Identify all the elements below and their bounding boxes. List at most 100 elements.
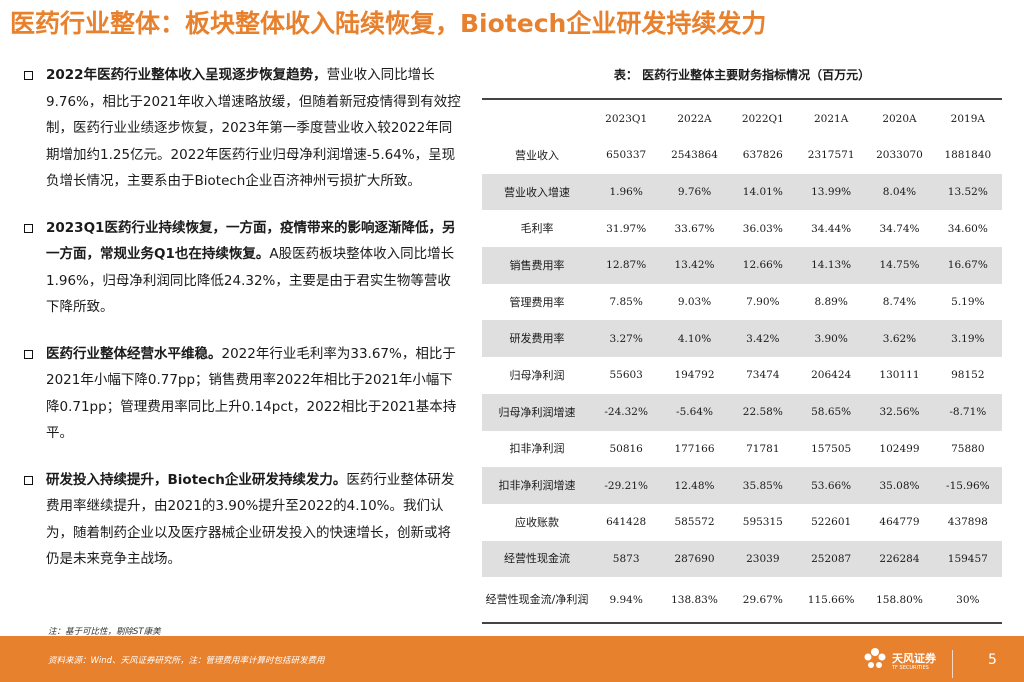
table-cell: 33.67%	[674, 222, 715, 235]
summary-bullets: 2022年医药行业整体收入呈现逐步恢复趋势，营业收入同比增长9.76%，相比于2…	[22, 62, 462, 593]
table-cell: 130111	[879, 369, 920, 382]
table-cell: 115.66%	[807, 593, 855, 606]
row-label: 扣非净利润	[509, 442, 565, 456]
table-row: 扣非净利润增速 -29.21% 12.48% 35.85% 53.66% 35.08% -1…	[482, 467, 1002, 504]
table-cell: 22.58%	[742, 406, 783, 419]
table-note: 注：基于可比性，剔除ST康美	[48, 627, 161, 637]
table-cell: -8.71%	[949, 406, 987, 419]
table-cell: -5.64%	[676, 406, 713, 419]
table-cell: 23039	[746, 552, 780, 565]
table-cell: 206424	[811, 369, 852, 382]
table-cell: 637826	[742, 149, 783, 162]
table-cell: 32.56%	[879, 406, 920, 419]
table-cell: 138.83%	[671, 593, 718, 606]
table-cell: 55603	[609, 369, 643, 382]
table-cell: 158.80%	[876, 593, 923, 606]
bullet-operations: 医药行业整体经营水平维稳。2022年行业毛利率为33.67%，相比于2021年小…	[22, 341, 462, 447]
table-cell: 9.76%	[677, 186, 712, 199]
page-title: 医药行业整体：板块整体收入陆续恢复，Biotech企业研发持续发力	[10, 9, 767, 38]
bullet-bold-text: 研发投入持续提升，Biotech企业研发持续发力。	[46, 471, 347, 488]
bullet-body-text: 医药行业整体研发费用率继续提升，由2021的3.90%提升至2022的4.10%…	[46, 471, 455, 568]
row-label: 营业收入	[515, 148, 559, 162]
table-cell: 53.66%	[811, 479, 852, 492]
table-cell: 2033070	[876, 149, 923, 162]
table-cell: 34.74%	[879, 222, 920, 235]
table-cell: 437898	[947, 516, 988, 529]
table-cell: 5873	[612, 552, 640, 565]
table-row: 营业收入增速 1.96% 9.76% 14.01% 13.99% 8.04% 13.52%	[482, 173, 1002, 211]
table-cell: 7.85%	[609, 296, 643, 309]
bullet-q1-recovery: 2023Q1医药行业持续恢复，一方面，疫情带来的影响逐渐降低，另一方面，常规业务…	[22, 215, 462, 321]
table-cell: 16.67%	[947, 259, 988, 272]
row-label: 管理费用率	[509, 295, 565, 309]
financial-indicators-table: 2023Q1 2022A 2022Q1 2021A 2020A 2019A 营业…	[482, 98, 1002, 624]
table-cell: 8.74%	[882, 296, 917, 309]
bullet-revenue: 2022年医药行业整体收入呈现逐步恢复趋势，营业收入同比增长9.76%，相比于2…	[22, 62, 462, 195]
table-cell: 31.97%	[606, 222, 647, 235]
column-header: 2022Q1	[741, 112, 784, 125]
table-cell: 12.48%	[674, 479, 715, 492]
bullet-bold-text: 2023Q1医药行业持续恢复，一方面，疫情带来的影响逐渐降低，另一方面，常规业务…	[46, 219, 456, 263]
table-cell: 4.10%	[677, 332, 712, 345]
table-row: 研发费用率 3.27% 4.10% 3.42% 3.90% 3.62% 3.19%	[482, 320, 1002, 358]
table-row: 归母净利润增速 -24.32% -5.64% 22.58% 58.65% 32.56% -8…	[482, 393, 1002, 431]
bullet-rnd: 研发投入持续提升，Biotech企业研发持续发力。医药行业整体研发费用率继续提升…	[22, 467, 462, 573]
table-cell: 287690	[674, 552, 715, 565]
table-cell: 75880	[951, 442, 985, 455]
table-cell: 159457	[947, 552, 988, 565]
table-cell: 522601	[811, 516, 852, 529]
table-cell: 2317571	[807, 149, 855, 162]
table-cell: 13.52%	[947, 186, 988, 199]
row-label: 应收账款	[515, 515, 559, 529]
table-cell: 30%	[956, 593, 980, 606]
flower-logo-icon	[864, 648, 886, 668]
table-body: 营业收入 650337 2543864 637826 2317571 2033070 188…	[482, 137, 1002, 624]
table-row: 营业收入 650337 2543864 637826 2317571 2033070 188…	[482, 137, 1002, 174]
row-label: 经营性现金流/净利润	[485, 593, 589, 607]
table-cell: 177166	[674, 442, 715, 455]
column-header: 2019A	[950, 112, 985, 125]
row-label: 归母净利润增速	[498, 405, 576, 419]
table-cell: 464779	[879, 516, 920, 529]
table-cell: 650337	[606, 149, 647, 162]
table-cell: 585572	[674, 516, 715, 529]
table-cell: 14.13%	[811, 259, 852, 272]
table-cell: 9.94%	[609, 593, 643, 606]
table-cell: 226284	[879, 552, 920, 565]
table-cell: 50816	[609, 442, 643, 455]
bullet-body-text: A股医药板块整体收入同比增长1.96%，归母净利润同比降低24.32%，主要是由…	[46, 246, 455, 315]
bullet-bold-text: 医药行业整体经营水平维稳。	[46, 345, 222, 362]
column-header: 2020A	[882, 112, 917, 125]
column-header: 2021A	[813, 112, 849, 125]
row-label: 营业收入增速	[504, 185, 570, 199]
table-cell: 595315	[742, 516, 783, 529]
table-cell: 34.44%	[811, 222, 852, 235]
table-cell: 98152	[951, 369, 985, 382]
table-cell: 1881840	[944, 149, 992, 162]
table-cell: 641428	[606, 516, 647, 529]
company-logo: 天风证券 TF SECURITIES	[862, 646, 942, 676]
table-cell: 9.03%	[677, 296, 712, 309]
bullet-body-text: 2022年行业毛利率为33.67%，相比于2021年小幅下降0.77pp；销售费…	[46, 345, 457, 442]
table-cell: 8.04%	[882, 186, 917, 199]
column-header	[482, 99, 592, 137]
column-header: 2022A	[677, 112, 712, 125]
table-cell: 5.19%	[951, 296, 985, 309]
page-number: 5	[988, 652, 997, 668]
table-row: 经营性现金流/净利润 9.94% 138.83% 29.67% 115.66% 158.8…	[482, 577, 1002, 624]
table-cell: 12.66%	[742, 259, 783, 272]
column-header: 2023Q1	[605, 112, 648, 125]
table-cell: 8.89%	[814, 296, 848, 309]
table-cell: 157505	[811, 442, 852, 455]
table-cell: 3.27%	[609, 332, 643, 345]
row-label: 销售费用率	[509, 258, 565, 272]
table-cell: -15.96%	[946, 479, 990, 492]
table-cell: 1.96%	[609, 186, 643, 199]
bullet-body-text: 营业收入同比增长9.76%，相比于2021年收入增速略放缓，但随着新冠疫情得到有…	[46, 67, 461, 189]
table-header-row: 2023Q1 2022A 2022Q1 2021A 2020A 2019A	[482, 99, 1002, 137]
table-row: 毛利率 31.97% 33.67% 36.03% 34.44% 34.74% 34.60%	[482, 210, 1002, 247]
table-row: 应收账款 641428 585572 595315 522601 464779 437898	[482, 504, 1002, 541]
row-label: 经营性现金流	[504, 552, 570, 566]
table-cell: 102499	[879, 442, 920, 455]
bullet-bold-text: 2022年医药行业整体收入呈现逐步恢复趋势，	[46, 67, 327, 83]
